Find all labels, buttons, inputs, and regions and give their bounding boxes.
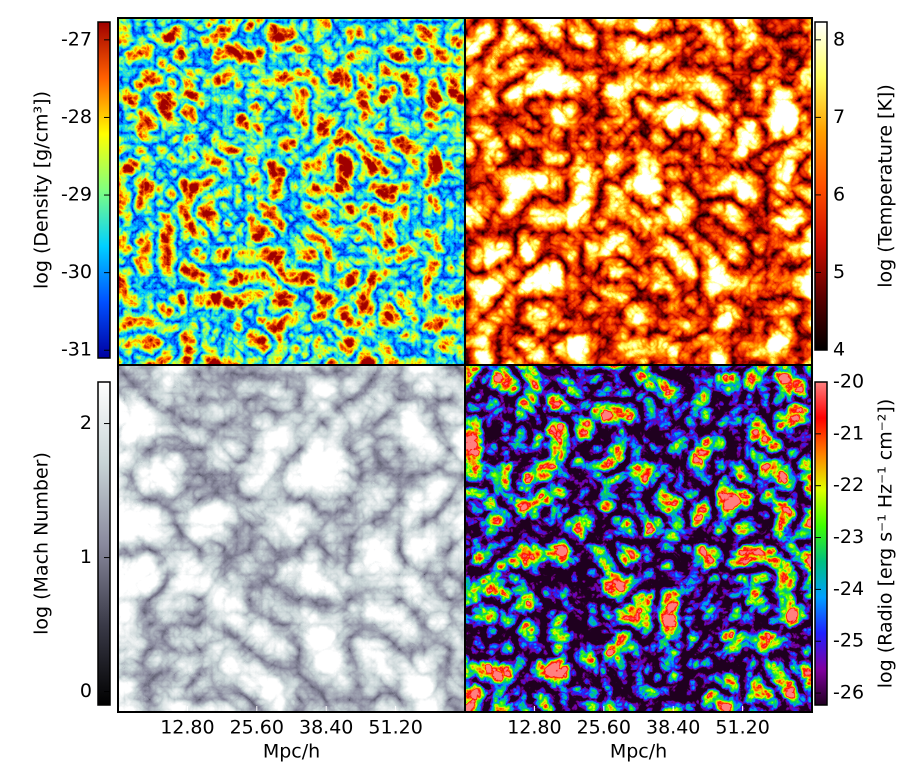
colorbar-label: log (Temperature [K]): [875, 84, 897, 288]
colorbar-tick-label: 2: [80, 412, 92, 434]
x-tick-label: 12.80: [507, 717, 561, 739]
colorbar-tick-label: -25: [833, 630, 864, 652]
colorbar-tick-label: 0: [80, 680, 92, 702]
colorbar: [97, 21, 111, 359]
colorbar-label: log (Mach Number): [31, 452, 53, 635]
x-tick-label: 12.80: [160, 717, 214, 739]
colorbar-tick-label: -21: [833, 422, 864, 444]
colorbar-label: log (Density [g/cm³]): [31, 91, 53, 289]
field-image: [118, 365, 465, 712]
colorbar-label: log (Radio [erg s⁻¹ Hz⁻¹ cm⁻²]): [875, 399, 897, 688]
colorbar-tick-label: -29: [61, 184, 92, 206]
colorbar-tick-label: -30: [61, 261, 92, 283]
colorbar-tick-label: -28: [61, 106, 92, 128]
x-tick-label: 38.40: [646, 717, 700, 739]
x-tick-label: 38.40: [299, 717, 353, 739]
colorbar: [814, 21, 828, 351]
colorbar-tick-label: -23: [833, 526, 864, 548]
colorbar-tick-label: -20: [833, 371, 864, 393]
x-tick-label: 25.60: [230, 717, 284, 739]
field-image: [465, 365, 812, 712]
colorbar-tick-label: -26: [833, 682, 864, 704]
colorbar: [97, 381, 111, 706]
colorbar-tick-label: 1: [80, 546, 92, 568]
colorbar-tick-label: -27: [61, 28, 92, 50]
colorbar-tick-label: -24: [833, 578, 864, 600]
x-tick-label: 51.20: [368, 717, 422, 739]
x-tick-label: 51.20: [715, 717, 769, 739]
field-image: [465, 18, 812, 365]
x-tick-label: 25.60: [577, 717, 631, 739]
colorbar-tick-label: 6: [833, 183, 845, 205]
field-image: [118, 18, 465, 365]
colorbar-tick-label: 8: [833, 28, 845, 50]
colorbar-tick-label: 4: [833, 339, 845, 361]
colorbar-tick-label: -31: [61, 339, 92, 361]
x-axis-label: Mpc/h: [263, 741, 320, 763]
colorbar-tick-label: 7: [833, 106, 845, 128]
colorbar-tick-label: 5: [833, 261, 845, 283]
colorbar: [814, 381, 828, 706]
colorbar-tick-label: -22: [833, 474, 864, 496]
x-axis-label: Mpc/h: [610, 741, 667, 763]
